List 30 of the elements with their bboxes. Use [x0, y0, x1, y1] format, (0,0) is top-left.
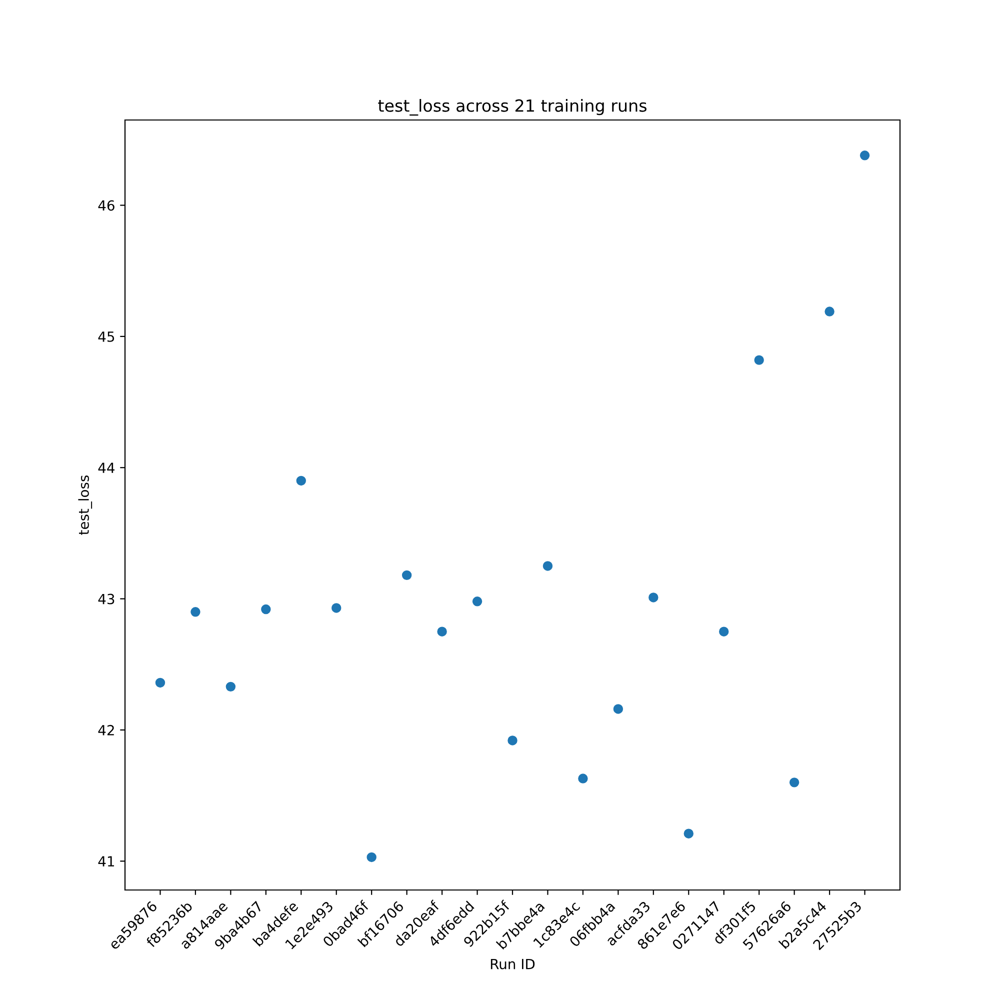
point — [332, 603, 342, 613]
point — [261, 604, 271, 614]
point — [578, 774, 588, 784]
point — [190, 607, 200, 617]
point — [824, 306, 834, 316]
y-tick-label: 42 — [98, 724, 114, 736]
point — [648, 592, 658, 602]
point — [684, 828, 694, 838]
point — [366, 852, 376, 862]
point — [155, 678, 166, 688]
point — [754, 355, 764, 365]
point — [508, 736, 518, 746]
point — [789, 778, 800, 788]
point — [437, 626, 447, 636]
x-axis-title: Run ID — [490, 958, 535, 970]
point — [613, 704, 624, 714]
point — [402, 570, 412, 580]
point — [719, 626, 729, 636]
chart-title: test_loss across 21 training runs — [378, 99, 646, 116]
y-tick-label: 46 — [98, 200, 114, 211]
point — [226, 682, 236, 692]
y-tick-label: 44 — [98, 462, 114, 473]
y-axis-title: test_loss — [78, 475, 92, 535]
y-tick-label: 45 — [98, 332, 114, 342]
point — [296, 476, 306, 486]
point — [472, 596, 482, 606]
point — [860, 150, 870, 160]
y-tick-label: 43 — [98, 594, 114, 604]
y-tick-label: 41 — [98, 856, 114, 866]
point — [542, 561, 553, 571]
